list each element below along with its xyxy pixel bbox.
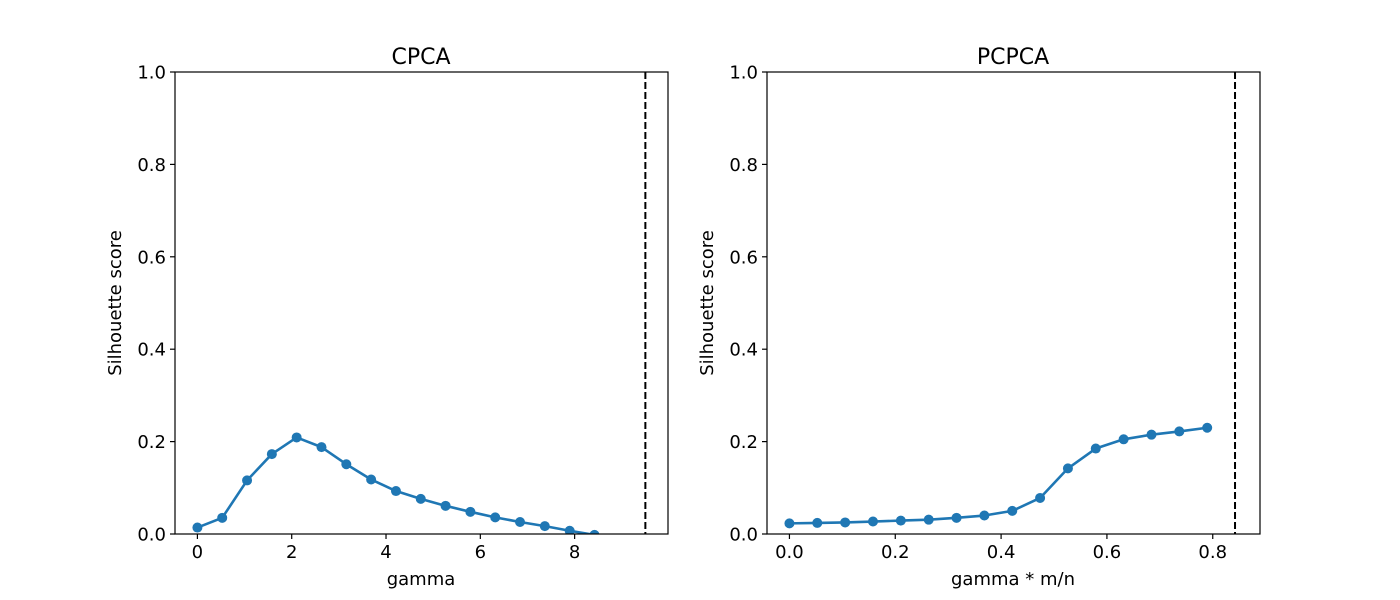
pcpca-y-tick-label: 0.8	[729, 155, 758, 176]
cpca-data-point	[242, 475, 253, 486]
pcpca-data-point	[1118, 434, 1129, 445]
cpca-panel: CPCA gamma Silhouette score 0 2 4 6 8 0.0 0.2 0…	[105, 45, 669, 590]
pcpca-xlabel: gamma * m/n	[951, 569, 1075, 590]
pcpca-data-point	[784, 518, 795, 529]
cpca-data-point	[440, 500, 451, 511]
cpca-data-point	[316, 442, 327, 453]
pcpca-data-point	[1202, 422, 1213, 433]
pcpca-panel: PCPCA gamma * m/n Silhouette score 0.0 0.…	[697, 45, 1261, 590]
pcpca-data-point	[1035, 492, 1046, 503]
cpca-data-point	[366, 474, 377, 485]
cpca-x-tick-label: 0	[192, 542, 203, 563]
pcpca-y-tick-label: 1.0	[729, 63, 758, 84]
cpca-data-point	[415, 493, 426, 504]
cpca-data-point	[490, 512, 501, 523]
cpca-x-tick-label: 6	[475, 542, 486, 563]
pcpca-plot-area	[784, 72, 1237, 534]
pcpca-data-point	[867, 516, 878, 527]
cpca-y-tick-label: 0.8	[137, 155, 166, 176]
cpca-axes-frame	[174, 71, 669, 535]
cpca-data-point	[515, 516, 526, 527]
cpca-data-point	[465, 506, 476, 517]
pcpca-data-point	[951, 512, 962, 523]
pcpca-data-point	[923, 514, 934, 525]
pcpca-y-tick-label: 0.0	[729, 525, 758, 546]
pcpca-data-point	[895, 515, 906, 526]
pcpca-data-point	[812, 517, 823, 528]
cpca-data-point	[390, 486, 401, 497]
cpca-x-tick-label: 8	[569, 542, 580, 563]
cpca-y-tick-label: 0.2	[137, 432, 166, 453]
cpca-y-tick-label: 0.6	[137, 247, 166, 268]
pcpca-y-tick-label: 0.6	[729, 247, 758, 268]
cpca-data-point	[539, 521, 550, 532]
cpca-data-point	[192, 522, 203, 533]
pcpca-x-tick-label: 0.0	[775, 542, 804, 563]
pcpca-data-point	[1062, 463, 1073, 474]
cpca-data-point	[341, 459, 352, 470]
pcpca-x-tick-label: 0.6	[1093, 542, 1122, 563]
pcpca-x-tick-label: 0.2	[881, 542, 910, 563]
cpca-plot-area	[192, 72, 647, 534]
pcpca-data-point	[1007, 505, 1018, 516]
cpca-title: CPCA	[391, 45, 450, 70]
cpca-ylabel: Silhouette score	[105, 230, 126, 376]
pcpca-data-point	[840, 517, 851, 528]
cpca-xlabel: gamma	[387, 569, 456, 590]
pcpca-y-tick-label: 0.4	[729, 340, 758, 361]
cpca-data-point	[564, 525, 575, 534]
pcpca-title: PCPCA	[977, 45, 1049, 70]
cpca-y-tick-label: 1.0	[137, 63, 166, 84]
pcpca-y-tick-label: 0.2	[729, 432, 758, 453]
pcpca-axes-frame	[766, 71, 1261, 535]
cpca-x-tick-label: 2	[286, 542, 297, 563]
cpca-x-tick-label: 4	[380, 542, 391, 563]
pcpca-series-line	[788, 426, 1209, 525]
pcpca-data-point	[979, 510, 990, 521]
cpca-data-point	[589, 529, 600, 534]
pcpca-x-tick-label: 0.4	[987, 542, 1016, 563]
pcpca-data-point	[1174, 426, 1185, 437]
pcpca-ylabel: Silhouette score	[697, 230, 718, 376]
cpca-data-point	[266, 449, 277, 460]
pcpca-x-tick-label: 0.8	[1198, 542, 1227, 563]
cpca-y-tick-label: 0.0	[137, 525, 166, 546]
cpca-data-point	[291, 432, 302, 443]
cpca-data-point	[217, 512, 228, 523]
pcpca-data-point	[1146, 429, 1157, 440]
pcpca-data-point	[1090, 443, 1101, 454]
cpca-y-tick-label: 0.4	[137, 340, 166, 361]
